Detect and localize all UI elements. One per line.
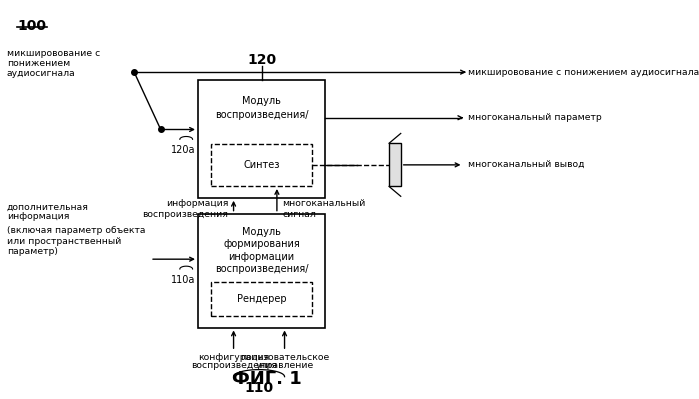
Text: Рендерер: Рендерер xyxy=(237,294,287,304)
Text: микшировование с понижением аудиосигнала: микшировование с понижением аудиосигнала xyxy=(468,67,699,77)
Text: аудиосигнала: аудиосигнала xyxy=(7,69,75,78)
Text: ФИГ. 1: ФИГ. 1 xyxy=(232,370,302,389)
Text: сигнал: сигнал xyxy=(282,210,316,219)
Text: управление: управление xyxy=(255,361,314,370)
Text: воспроизведения/: воспроизведения/ xyxy=(215,265,308,275)
Text: многоканальный вывод: многоканальный вывод xyxy=(468,160,584,169)
Text: (включая параметр объекта: (включая параметр объекта xyxy=(7,226,145,235)
Bar xyxy=(198,213,325,328)
Text: или пространственный: или пространственный xyxy=(7,237,121,246)
Text: Модуль: Модуль xyxy=(242,227,281,237)
Text: информации: информации xyxy=(229,252,295,262)
Text: многоканальный: многоканальный xyxy=(282,199,366,208)
Text: информация: информация xyxy=(166,199,229,208)
Text: 120: 120 xyxy=(247,53,276,67)
Text: воспроизведения: воспроизведения xyxy=(143,210,229,219)
Text: 110: 110 xyxy=(245,381,273,395)
Bar xyxy=(198,80,325,198)
Text: Синтез: Синтез xyxy=(243,160,280,170)
Text: 100: 100 xyxy=(17,19,46,33)
Text: микшировование с: микшировование с xyxy=(7,49,100,58)
Bar xyxy=(211,282,312,316)
Text: многоканальный параметр: многоканальный параметр xyxy=(468,113,601,122)
Bar xyxy=(389,143,401,186)
Text: формирования: формирования xyxy=(223,239,300,249)
Text: воспроизведения: воспроизведения xyxy=(191,361,277,370)
Text: пользовательское: пользовательское xyxy=(240,353,329,362)
Text: параметр): параметр) xyxy=(7,247,57,256)
Bar xyxy=(211,144,312,186)
Text: воспроизведения/: воспроизведения/ xyxy=(215,111,308,120)
Text: дополнительная: дополнительная xyxy=(7,203,89,211)
Text: 120a: 120a xyxy=(171,145,195,155)
Text: информация: информация xyxy=(7,212,69,221)
Text: конфигурация: конфигурация xyxy=(198,353,269,362)
Text: 110a: 110a xyxy=(171,275,195,285)
Text: понижением: понижением xyxy=(7,59,70,68)
Text: Модуль: Модуль xyxy=(242,96,281,106)
